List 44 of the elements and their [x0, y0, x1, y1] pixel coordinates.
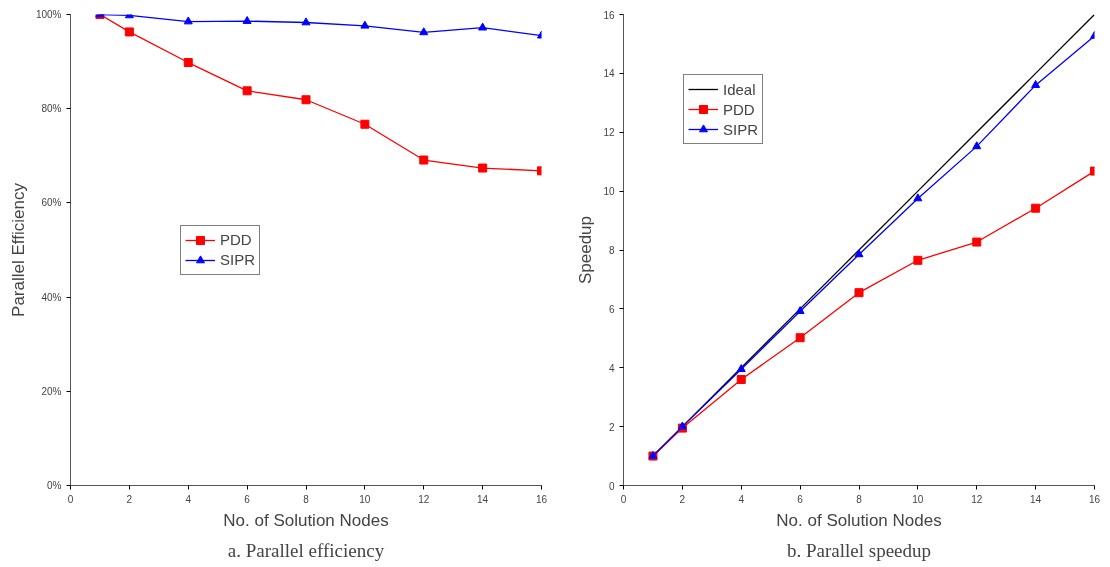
- y-tick-label: 0%: [47, 480, 62, 491]
- x-tick-label: 2: [679, 493, 686, 505]
- legend-label: Ideal: [723, 80, 756, 98]
- x-tick-label: 10: [359, 493, 371, 505]
- legend-label: PDD: [220, 231, 252, 248]
- x-axis-title: No. of Solution Nodes: [223, 510, 389, 530]
- y-tick-label: 6: [608, 303, 615, 315]
- x-tick-label: 2: [126, 493, 133, 505]
- legend-label: SIPR: [220, 251, 256, 268]
- legend-label: PDD: [723, 100, 755, 118]
- y-tick-label: 8: [608, 245, 615, 256]
- y-tick-label: 40%: [41, 291, 62, 303]
- y-axis-title: Parallel Efficiency: [8, 182, 28, 317]
- x-tick-label: 14: [477, 493, 489, 505]
- y-tick-label: 4: [608, 362, 615, 374]
- x-tick-label: 8: [856, 493, 863, 505]
- y-tick-label: 0: [608, 480, 615, 492]
- x-tick-label: 0: [620, 493, 627, 505]
- x-tick-label: 10: [912, 493, 924, 505]
- x-tick-label: 14: [1030, 493, 1042, 505]
- x-tick-label: 4: [738, 493, 745, 505]
- x-tick-label: 8: [303, 493, 310, 505]
- y-tick-label: 10: [603, 186, 615, 198]
- x-tick-label: 12: [971, 493, 983, 505]
- y-axis-title: Speedup: [576, 215, 596, 285]
- x-tick-label: 6: [797, 493, 804, 505]
- legend-label: SIPR: [723, 120, 759, 138]
- text: b. Parallel speedup: [786, 539, 932, 561]
- y-tick-label: 100%: [35, 9, 62, 20]
- y-tick-label: 2: [608, 421, 615, 433]
- y-tick-label: 60%: [41, 197, 62, 209]
- x-tick-label: 0: [67, 493, 74, 505]
- x-tick-label: 4: [185, 493, 192, 505]
- y-tick-label: 14: [603, 68, 615, 80]
- x-tick-label: 16: [535, 493, 548, 505]
- x-axis-title: No. of Solution Nodes: [776, 510, 942, 530]
- x-tick-label: 12: [418, 493, 430, 505]
- x-tick-label: 16: [1088, 493, 1101, 505]
- text: a. Parallel efficiency: [227, 539, 385, 561]
- y-tick-label: 20%: [41, 385, 62, 397]
- x-tick-label: 6: [244, 493, 251, 505]
- y-tick-label: 12: [603, 127, 615, 139]
- y-tick-label: 80%: [41, 103, 62, 115]
- y-tick-label: 16: [603, 9, 615, 21]
